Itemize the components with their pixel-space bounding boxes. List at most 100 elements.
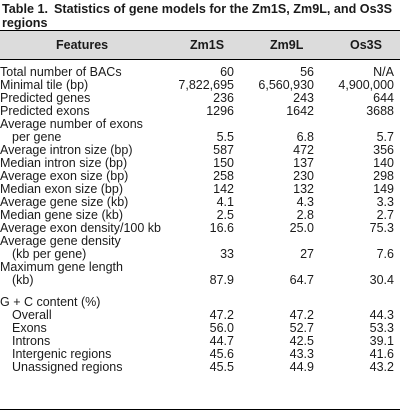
os3s-cell: 30.4: [369, 273, 394, 287]
zm1s-cell: 5.5: [216, 130, 234, 144]
zm9l-cell: 4.3: [296, 195, 314, 209]
os3s-cell: 3.3: [376, 195, 394, 209]
os3s-cell: 43.2: [369, 360, 394, 374]
table-row: (kb) 87.9 64.7 30.4: [0, 274, 400, 287]
zm1s-cell: 4.1: [216, 195, 234, 209]
zm9l-cell: 6,560,930: [258, 78, 314, 92]
feature-cell: Introns: [12, 334, 51, 348]
zm1s-cell: 45.5: [209, 360, 234, 374]
zm1s-cell: 56.0: [209, 321, 234, 335]
feature-cell: Median gene size (kb): [0, 208, 123, 222]
zm9l-cell: 44.9: [289, 360, 314, 374]
zm9l-cell: 6.8: [296, 130, 314, 144]
zm1s-cell: 33: [220, 247, 234, 261]
feature-cell: Minimal tile (bp): [0, 78, 89, 92]
zm9l-cell: 64.7: [289, 273, 314, 287]
zm9l-cell: 243: [293, 91, 314, 105]
os3s-cell: 2.7: [376, 208, 394, 222]
feature-cell: Predicted genes: [0, 91, 91, 105]
zm1s-cell: 236: [213, 91, 234, 105]
caption-text: Statistics of gene models for the Zm1S, …: [2, 2, 392, 30]
table-row: Average intron size (bp) 587 472 356: [0, 144, 400, 157]
os3s-cell: 7.6: [376, 247, 394, 261]
zm1s-cell: 150: [213, 156, 234, 170]
table-row: Average exon size (bp) 258 230 298: [0, 170, 400, 183]
feature-cell: Exons: [12, 321, 47, 335]
table-row: Intergenic regions 45.6 43.3 41.6: [0, 348, 400, 361]
feature-cell: per gene: [12, 130, 62, 144]
feature-cell: G + C content (%): [0, 295, 101, 309]
statistics-table: Features Zm1S Zm9L Os3S Total number of …: [0, 30, 400, 374]
os3s-cell: 53.3: [369, 321, 394, 335]
feature-cell: Average gene size (kb): [0, 195, 129, 209]
os3s-cell: 140: [373, 156, 394, 170]
os3s-cell: 298: [373, 169, 394, 183]
os3s-cell: 44.3: [369, 308, 394, 322]
table-row: Predicted genes 236 243 644: [0, 92, 400, 105]
feature-cell: Median intron size (bp): [0, 156, 128, 170]
os3s-cell: 3688: [366, 104, 394, 118]
zm9l-cell: 56: [300, 65, 314, 79]
table-row: Minimal tile (bp) 7,822,695 6,560,930 4,900…: [0, 79, 400, 92]
table-header: Features Zm1S Zm9L Os3S: [0, 30, 400, 60]
table-row: Introns 44.7 42.5 39.1: [0, 335, 400, 348]
feature-cell: Maximum gene length: [0, 260, 123, 274]
feature-cell: (kb per gene): [12, 247, 87, 261]
table-row: Average gene size (kb) 4.1 4.3 3.3: [0, 196, 400, 209]
feature-cell: Intergenic regions: [12, 347, 112, 361]
zm1s-cell: 258: [213, 169, 234, 183]
header-zm1s: Zm1S: [190, 38, 225, 52]
table-row: per gene 5.5 6.8 5.7: [0, 131, 400, 144]
os3s-cell: 5.7: [376, 130, 394, 144]
zm1s-cell: 44.7: [209, 334, 234, 348]
feature-cell: Median exon size (bp): [0, 182, 123, 196]
zm9l-cell: 52.7: [289, 321, 314, 335]
zm1s-cell: 2.5: [216, 208, 234, 222]
table-row: Maximum gene length: [0, 261, 400, 274]
table-row: (kb per gene) 33 27 7.6: [0, 248, 400, 261]
table-row: Unassigned regions 45.5 44.9 43.2: [0, 361, 400, 374]
os3s-cell: 4,900,000: [338, 78, 394, 92]
table-caption: Table 1. Statistics of gene models for th…: [0, 0, 400, 30]
os3s-cell: 75.3: [369, 221, 394, 235]
feature-cell: Average exon size (bp): [0, 169, 129, 183]
feature-cell: Predicted exons: [0, 104, 90, 118]
zm1s-cell: 45.6: [209, 347, 234, 361]
zm9l-cell: 42.5: [289, 334, 314, 348]
feature-cell: Average number of exons: [0, 117, 143, 131]
os3s-cell: 149: [373, 182, 394, 196]
table-row: Predicted exons 1296 1642 3688: [0, 105, 400, 118]
os3s-cell: 356: [373, 143, 394, 157]
zm9l-cell: 43.3: [289, 347, 314, 361]
zm9l-cell: 132: [293, 182, 314, 196]
feature-cell: (kb): [12, 273, 34, 287]
feature-cell: Average exon density/100 kb: [0, 221, 161, 235]
table-row: Average number of exons: [0, 118, 400, 131]
table-row: Overall 47.2 47.2 44.3: [0, 309, 400, 322]
table-row: Exons 56.0 52.7 53.3: [0, 322, 400, 335]
table-row: Total number of BACs 60 56 N/A: [0, 66, 400, 79]
caption-label: Table 1.: [2, 2, 48, 16]
zm1s-cell: 1296: [206, 104, 234, 118]
zm9l-cell: 230: [293, 169, 314, 183]
zm1s-cell: 47.2: [209, 308, 234, 322]
feature-cell: Overall: [12, 308, 52, 322]
zm1s-cell: 87.9: [209, 273, 234, 287]
zm9l-cell: 25.0: [289, 221, 314, 235]
feature-cell: Total number of BACs: [0, 65, 122, 79]
zm9l-cell: 47.2: [289, 308, 314, 322]
zm9l-cell: 1642: [286, 104, 314, 118]
table-row: Average gene density: [0, 235, 400, 248]
table-row: G + C content (%): [0, 296, 400, 309]
os3s-cell: 644: [373, 91, 394, 105]
feature-cell: Unassigned regions: [12, 360, 123, 374]
header-features: Features: [56, 38, 109, 52]
feature-cell: Average gene density: [0, 234, 121, 248]
zm1s-cell: 60: [220, 65, 234, 79]
zm9l-cell: 137: [293, 156, 314, 170]
table-row: Median intron size (bp) 150 137 140: [0, 157, 400, 170]
os3s-cell: 41.6: [369, 347, 394, 361]
zm1s-cell: 16.6: [209, 221, 234, 235]
os3s-cell: N/A: [373, 65, 394, 79]
